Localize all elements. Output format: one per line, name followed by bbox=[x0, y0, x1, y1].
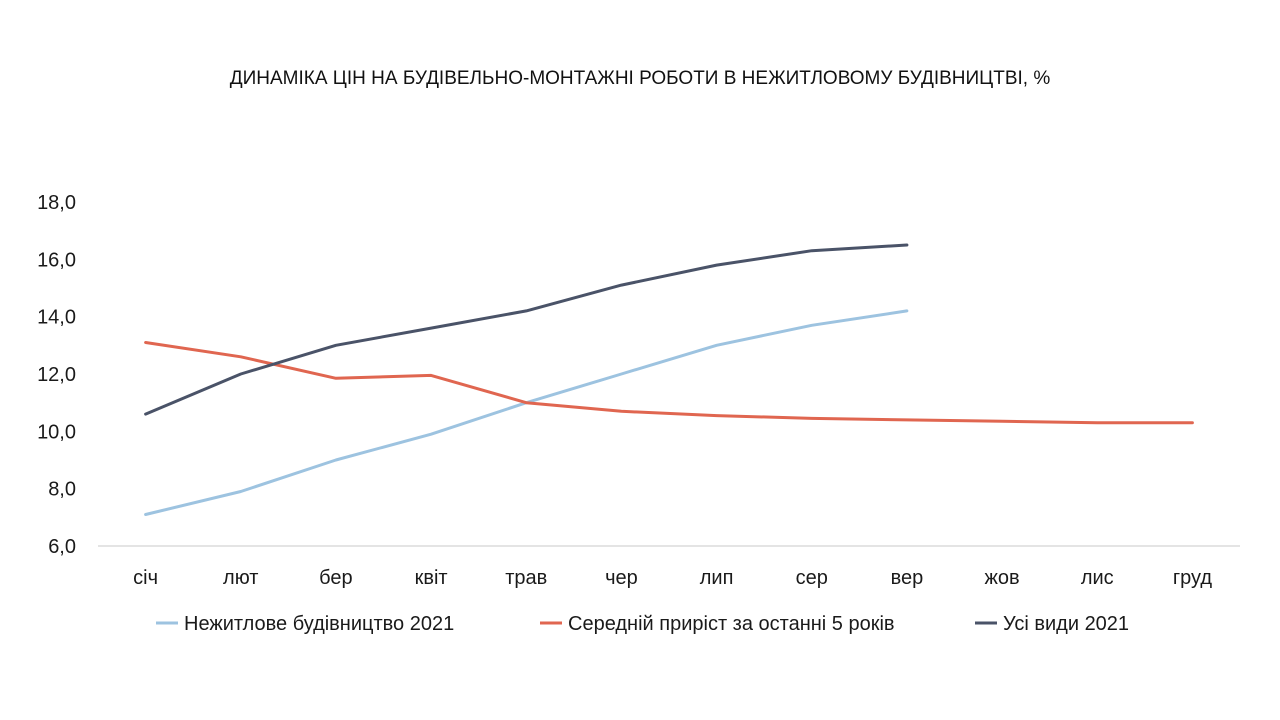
x-tick-label: лют bbox=[223, 567, 258, 589]
x-tick-label: трав bbox=[505, 567, 547, 589]
x-tick-label: лип bbox=[700, 567, 734, 589]
x-tick-label: бер bbox=[319, 567, 352, 589]
x-tick-label: груд bbox=[1173, 567, 1213, 589]
x-axis-ticks: січ лют бер квіт трав чер лип сер вер жов лис груд bbox=[133, 567, 1212, 589]
y-tick-label: 12,0 bbox=[37, 364, 76, 386]
series-line-2 bbox=[144, 341, 1194, 425]
y-axis-ticks: 6,0 8,0 10,0 12,0 14,0 16,0 18,0 bbox=[37, 192, 76, 558]
legend: Нежитлове будівництво 2021 Середній прирі… bbox=[156, 613, 1129, 635]
legend-label: Усі види 2021 bbox=[1003, 613, 1129, 635]
x-tick-label: чер bbox=[605, 567, 638, 589]
x-tick-label: квіт bbox=[415, 567, 448, 589]
x-tick-label: січ bbox=[133, 567, 158, 589]
chart-title: ДИНАМІКА ЦІН НА БУДІВЕЛЬНО-МОНТАЖНІ РОБО… bbox=[230, 68, 1051, 89]
y-tick-label: 8,0 bbox=[48, 479, 76, 501]
y-tick-label: 6,0 bbox=[48, 536, 76, 558]
x-tick-label: сер bbox=[796, 567, 828, 589]
legend-label: Середній приріст за останні 5 років bbox=[568, 613, 895, 635]
legend-label: Нежитлове будівництво 2021 bbox=[184, 613, 454, 635]
y-tick-label: 10,0 bbox=[37, 421, 76, 443]
x-tick-label: жов bbox=[985, 567, 1020, 589]
y-tick-label: 14,0 bbox=[37, 307, 76, 329]
x-tick-label: вер bbox=[891, 567, 924, 589]
x-tick-label: лис bbox=[1081, 567, 1114, 589]
series-line-3 bbox=[144, 243, 909, 416]
y-tick-label: 16,0 bbox=[37, 249, 76, 271]
series-line-1 bbox=[144, 309, 909, 516]
series-lines bbox=[144, 243, 1194, 516]
y-tick-label: 18,0 bbox=[37, 192, 76, 214]
